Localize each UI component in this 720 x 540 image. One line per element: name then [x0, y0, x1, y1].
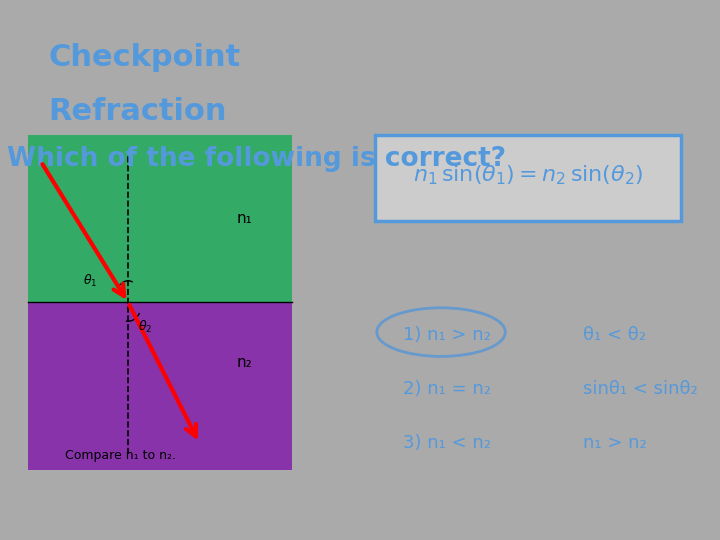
Text: 1) n₁ > n₂: 1) n₁ > n₂ — [402, 326, 491, 344]
Text: Checkpoint: Checkpoint — [49, 43, 241, 72]
Text: 2) n₁ = n₂: 2) n₁ = n₂ — [402, 380, 491, 398]
Text: $n_1\,\sin(\theta_1)= n_2\,\sin(\theta_2)$: $n_1\,\sin(\theta_1)= n_2\,\sin(\theta_2… — [413, 164, 643, 187]
Bar — [28, 135, 292, 302]
Text: Compare n₁ to n₂.: Compare n₁ to n₂. — [65, 449, 176, 462]
FancyBboxPatch shape — [375, 135, 680, 221]
Text: n₁ > n₂: n₁ > n₂ — [583, 434, 647, 452]
Text: sinθ₁ < sinθ₂: sinθ₁ < sinθ₂ — [583, 380, 698, 398]
Text: n₂: n₂ — [236, 355, 252, 370]
Text: 3) n₁ < n₂: 3) n₁ < n₂ — [402, 434, 491, 452]
Text: Which of the following is correct?: Which of the following is correct? — [7, 146, 506, 172]
Text: $\theta_1$: $\theta_1$ — [83, 273, 97, 289]
Text: n₁: n₁ — [236, 211, 252, 226]
Text: $\theta_2$: $\theta_2$ — [138, 319, 153, 335]
Text: θ₁ < θ₂: θ₁ < θ₂ — [583, 326, 647, 344]
Bar — [28, 302, 292, 470]
Text: Refraction: Refraction — [49, 97, 227, 126]
